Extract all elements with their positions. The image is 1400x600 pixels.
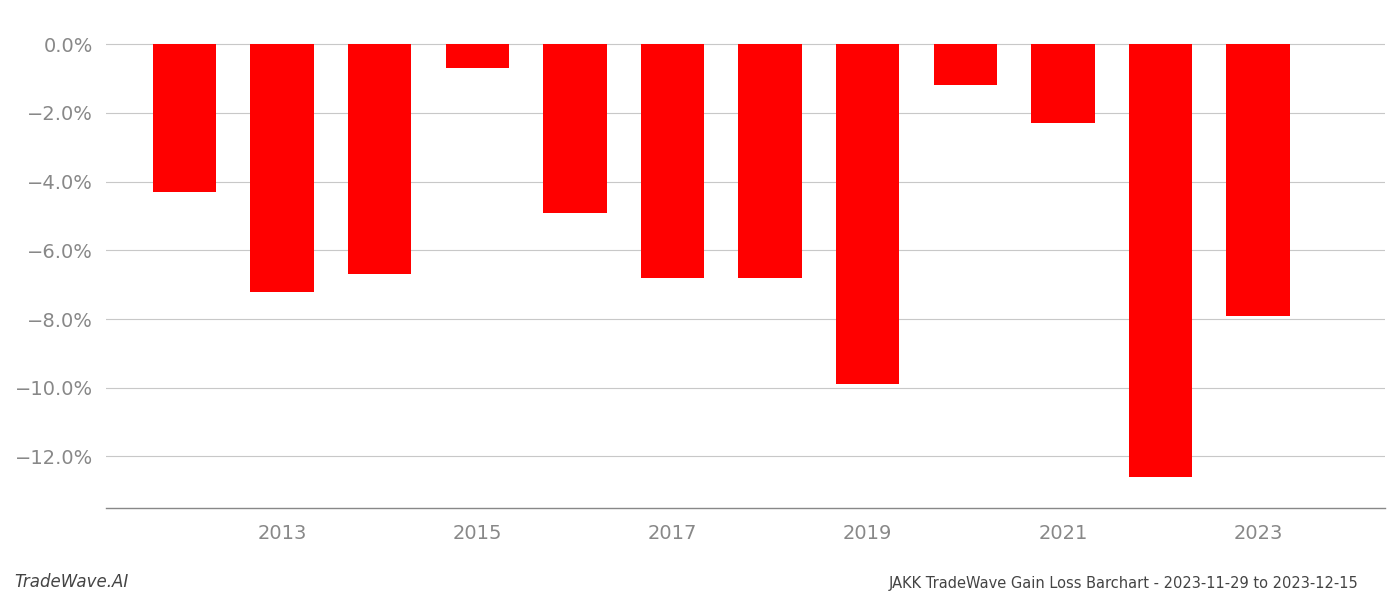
Text: JAKK TradeWave Gain Loss Barchart - 2023-11-29 to 2023-12-15: JAKK TradeWave Gain Loss Barchart - 2023… [888,576,1358,591]
Bar [934,44,997,85]
Bar [738,44,802,278]
Bar [836,44,899,385]
Text: TradeWave.AI: TradeWave.AI [14,573,129,591]
Bar [1226,44,1289,316]
Bar [349,44,412,274]
Bar [445,44,510,68]
Bar [1032,44,1095,123]
Bar [1128,44,1193,477]
Bar [543,44,606,212]
Bar [153,44,216,192]
Bar [251,44,314,292]
Bar [641,44,704,278]
